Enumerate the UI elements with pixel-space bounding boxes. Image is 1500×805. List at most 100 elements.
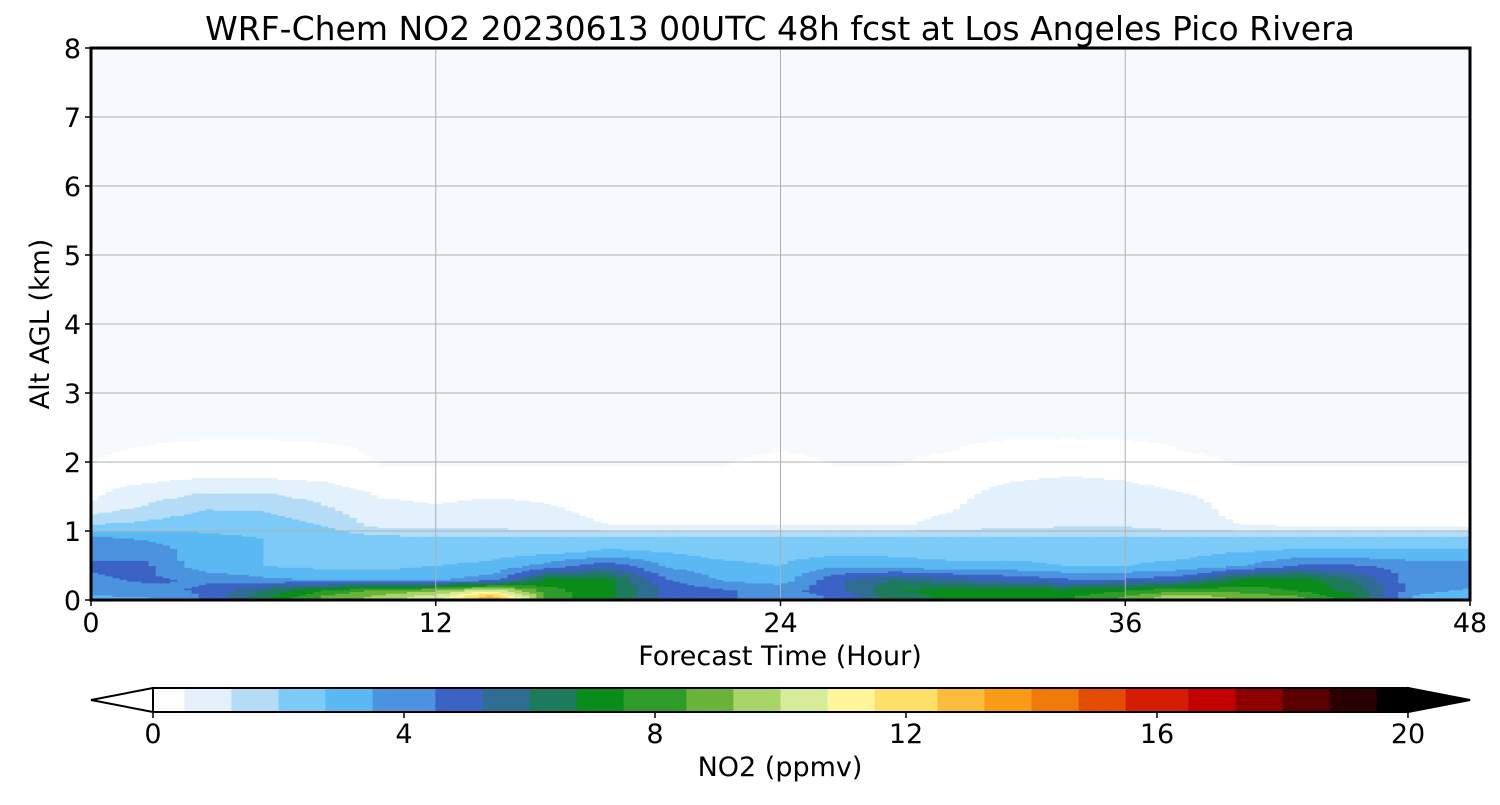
heatmap-cell [1067, 591, 1076, 594]
heatmap-cell [859, 581, 868, 584]
heatmap-cell [435, 593, 444, 596]
heatmap-cell [744, 579, 753, 582]
heatmap-cell [241, 584, 250, 587]
heatmap-cell [241, 589, 250, 592]
heatmap-cell [1319, 584, 1327, 587]
heatmap-cell [155, 586, 164, 589]
heatmap-cell [493, 577, 501, 580]
heatmap-cell [751, 581, 760, 584]
heatmap-cell [1082, 593, 1090, 596]
heatmap-cell [263, 577, 272, 580]
heatmap-cell [622, 594, 631, 598]
heatmap-cell [514, 584, 523, 587]
heatmap-cell [407, 594, 415, 598]
heatmap-cell [328, 596, 336, 599]
heatmap-cell [615, 591, 624, 594]
heatmap-cell [644, 596, 652, 599]
heatmap-cell [1254, 579, 1263, 582]
heatmap-cell [399, 582, 408, 586]
heatmap-cell [1139, 586, 1148, 589]
heatmap-cell [471, 586, 480, 589]
heatmap-cell [1153, 584, 1162, 587]
heatmap-cell [1362, 584, 1371, 587]
heatmap-cell [356, 596, 365, 599]
heatmap-cell [1082, 591, 1090, 594]
heatmap-cell [134, 594, 142, 598]
heatmap-cell [1319, 593, 1327, 596]
heatmap-cell [342, 591, 351, 594]
heatmap-cell [407, 577, 415, 580]
heatmap-cell [1240, 596, 1248, 599]
heatmap-cell [1225, 582, 1234, 586]
heatmap-cell [852, 581, 861, 584]
heatmap-cell [284, 587, 293, 591]
heatmap-cell [220, 596, 229, 599]
heatmap-cell [629, 594, 638, 598]
heatmap-cell [119, 582, 128, 586]
heatmap-cell [1441, 586, 1450, 589]
heatmap-cell [378, 586, 387, 589]
heatmap-cell [1175, 589, 1184, 592]
heatmap-cell [1218, 589, 1227, 592]
heatmap-cell [644, 593, 652, 596]
heatmap-cell [1125, 593, 1134, 596]
heatmap-cell [787, 594, 796, 598]
heatmap-cell [1125, 581, 1134, 584]
heatmap-cell [471, 579, 480, 582]
heatmap-cell [1383, 594, 1392, 598]
heatmap-cell [1426, 589, 1435, 592]
heatmap-cell [493, 587, 501, 591]
heatmap-cell [1398, 596, 1406, 599]
heatmap-cell [1089, 589, 1098, 592]
heatmap-cell [1074, 584, 1083, 587]
heatmap-cell [349, 589, 358, 592]
heatmap-cell [909, 587, 918, 591]
heatmap-cell [809, 587, 818, 591]
heatmap-cell [442, 582, 451, 586]
heatmap-cell [1046, 591, 1055, 594]
heatmap-cell [902, 589, 911, 592]
heatmap-cell [995, 584, 1004, 587]
heatmap-cell [299, 577, 308, 580]
heatmap-cell [500, 593, 509, 596]
heatmap-cell [651, 581, 659, 584]
heatmap-cell [974, 582, 983, 586]
heatmap-cell [902, 582, 911, 586]
heatmap-cell [105, 582, 114, 586]
heatmap-cell [816, 582, 825, 586]
heatmap-cell [1161, 584, 1169, 587]
heatmap-cell [665, 589, 674, 592]
heatmap-cell [1455, 596, 1464, 599]
heatmap-cell [995, 579, 1004, 582]
heatmap-cell [500, 589, 509, 592]
heatmap-cell [450, 579, 458, 582]
heatmap-cell [960, 591, 968, 594]
heatmap-cell [471, 577, 480, 580]
heatmap-cell [766, 584, 774, 587]
heatmap-cell [665, 584, 674, 587]
heatmap-cell [529, 579, 537, 582]
heatmap-cell [363, 581, 372, 584]
heatmap-cell [450, 589, 458, 592]
heatmap-cell [543, 594, 552, 598]
heatmap-cell [1067, 594, 1076, 598]
heatmap-cell [1276, 594, 1284, 598]
heatmap-cell [780, 582, 789, 586]
heatmap-cell [234, 591, 243, 594]
heatmap-cell [112, 587, 121, 591]
heatmap-cell [306, 589, 315, 592]
heatmap-cell [299, 591, 308, 594]
heatmap-cell [198, 594, 207, 598]
heatmap-cell [1362, 587, 1371, 591]
heatmap-cell [1369, 587, 1378, 591]
heatmap-cell [98, 596, 106, 599]
heatmap-cell [1247, 589, 1256, 592]
heatmap-cell [622, 596, 631, 599]
heatmap-cell [155, 579, 164, 582]
heatmap-cell [1261, 594, 1270, 598]
heatmap-cell [1455, 587, 1464, 591]
heatmap-cell [636, 586, 645, 589]
heatmap-cell [1462, 596, 1470, 599]
heatmap-cell [270, 594, 279, 598]
heatmap-cell [177, 591, 185, 594]
